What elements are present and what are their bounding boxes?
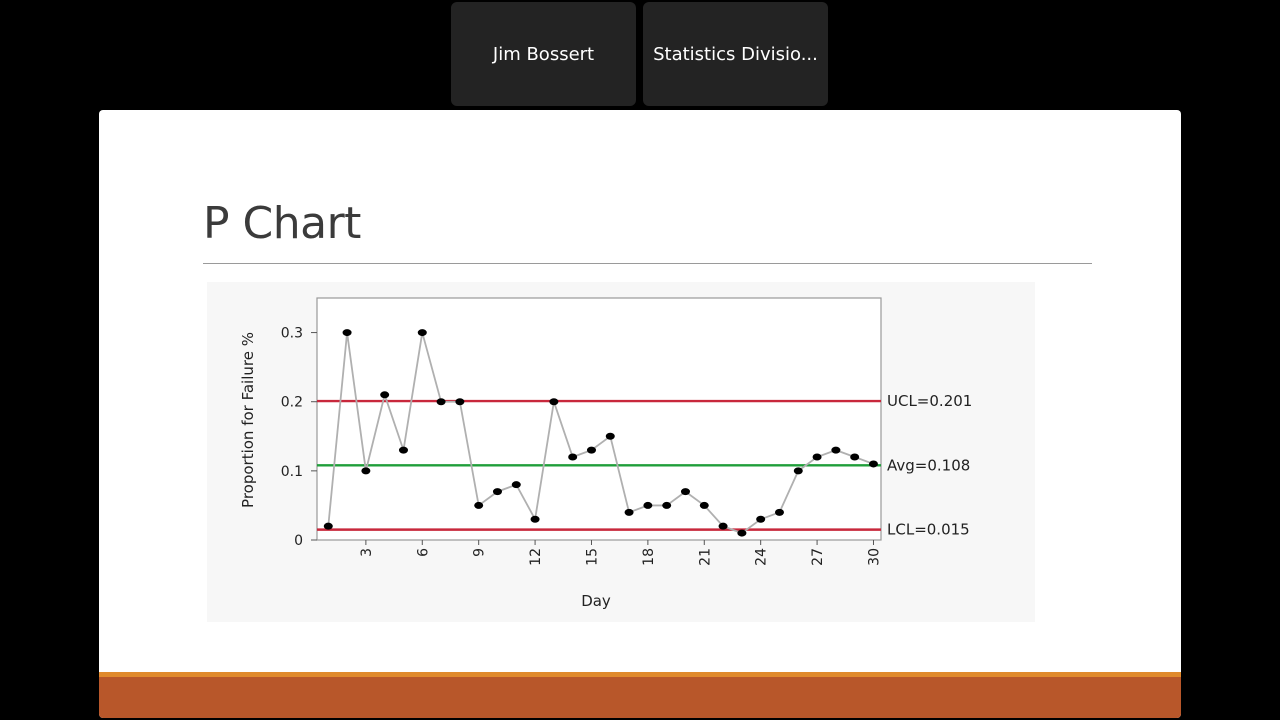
data-point-day-13: [549, 398, 559, 406]
series-line: [327, 332, 874, 535]
x-tick-label: 24: [754, 548, 770, 566]
data-point-day-10: [492, 488, 502, 496]
x-tick-label: 30: [866, 548, 882, 566]
data-point-day-14: [568, 453, 578, 461]
y-tick-label: 0: [294, 533, 303, 549]
x-axis-label: Day: [581, 592, 611, 610]
participant-tile-jim-bossert[interactable]: Jim Bossert: [451, 2, 636, 106]
data-point-day-6: [417, 329, 427, 337]
y-axis-label: Proportion for Failure %: [239, 332, 257, 508]
data-point-day-21: [699, 501, 709, 509]
x-tick-label: 18: [641, 548, 657, 566]
data-point-day-16: [605, 432, 615, 440]
footer-band: [99, 677, 1181, 718]
data-point-day-17: [624, 508, 634, 516]
y-tick-label: 0.3: [281, 326, 303, 342]
p-chart-panel: UCL=0.201 Avg=0.108 LCL=0.015 0 0.1 0.2 0.3 3 6…: [207, 282, 1035, 622]
p-chart: UCL=0.201 Avg=0.108 LCL=0.015 0 0.1 0.2 0.3 3 6…: [239, 297, 972, 610]
data-point-day-30: [868, 460, 878, 468]
y-tick-label: 0.2: [281, 395, 303, 411]
slide-title: P Chart: [203, 198, 361, 249]
data-point-day-11: [511, 481, 521, 489]
title-divider: [203, 263, 1092, 264]
reference-label-ucl: UCL=0.201: [887, 392, 972, 410]
participant-name: Jim Bossert: [492, 43, 595, 65]
data-point-day-8: [455, 398, 465, 406]
shared-slide: P Chart UCL=0.201 Avg=0.108 LCL=0.015 0 0.1…: [99, 110, 1181, 718]
x-tick-label: 9: [472, 548, 488, 557]
x-tick-label: 12: [528, 548, 544, 566]
x-tick-label: 6: [415, 548, 431, 557]
x-tick-label: 21: [697, 548, 713, 566]
data-point-day-2: [342, 329, 352, 337]
data-point-day-4: [380, 391, 390, 399]
data-point-day-3: [361, 467, 371, 475]
x-tick-label: 27: [810, 548, 826, 566]
data-point-day-23: [737, 529, 747, 537]
y-tick-label: 0.1: [281, 464, 303, 480]
data-point-day-12: [530, 515, 540, 523]
reference-label-lcl: LCL=0.015: [887, 521, 970, 539]
data-point-day-28: [831, 446, 841, 454]
plot-area: [316, 297, 882, 541]
data-point-day-5: [398, 446, 408, 454]
data-point-day-1: [323, 522, 333, 530]
reference-label-avg: Avg=0.108: [887, 456, 970, 474]
data-point-day-7: [436, 398, 446, 406]
data-point-day-29: [850, 453, 860, 461]
data-point-day-20: [680, 488, 690, 496]
data-point-day-27: [812, 453, 822, 461]
x-tick-label: 15: [584, 548, 600, 566]
data-point-day-26: [793, 467, 803, 475]
participant-tile-statistics-division[interactable]: Statistics Divisio...: [643, 2, 828, 106]
data-point-day-24: [756, 515, 766, 523]
data-point-day-9: [474, 501, 484, 509]
data-point-day-22: [718, 522, 728, 530]
data-point-day-19: [662, 501, 672, 509]
participant-name: Statistics Divisio...: [653, 43, 818, 65]
data-point-day-25: [774, 508, 784, 516]
data-point-day-15: [586, 446, 596, 454]
data-point-day-18: [643, 501, 653, 509]
footer-accent-line: [99, 672, 1181, 677]
x-tick-label: 3: [359, 548, 375, 557]
